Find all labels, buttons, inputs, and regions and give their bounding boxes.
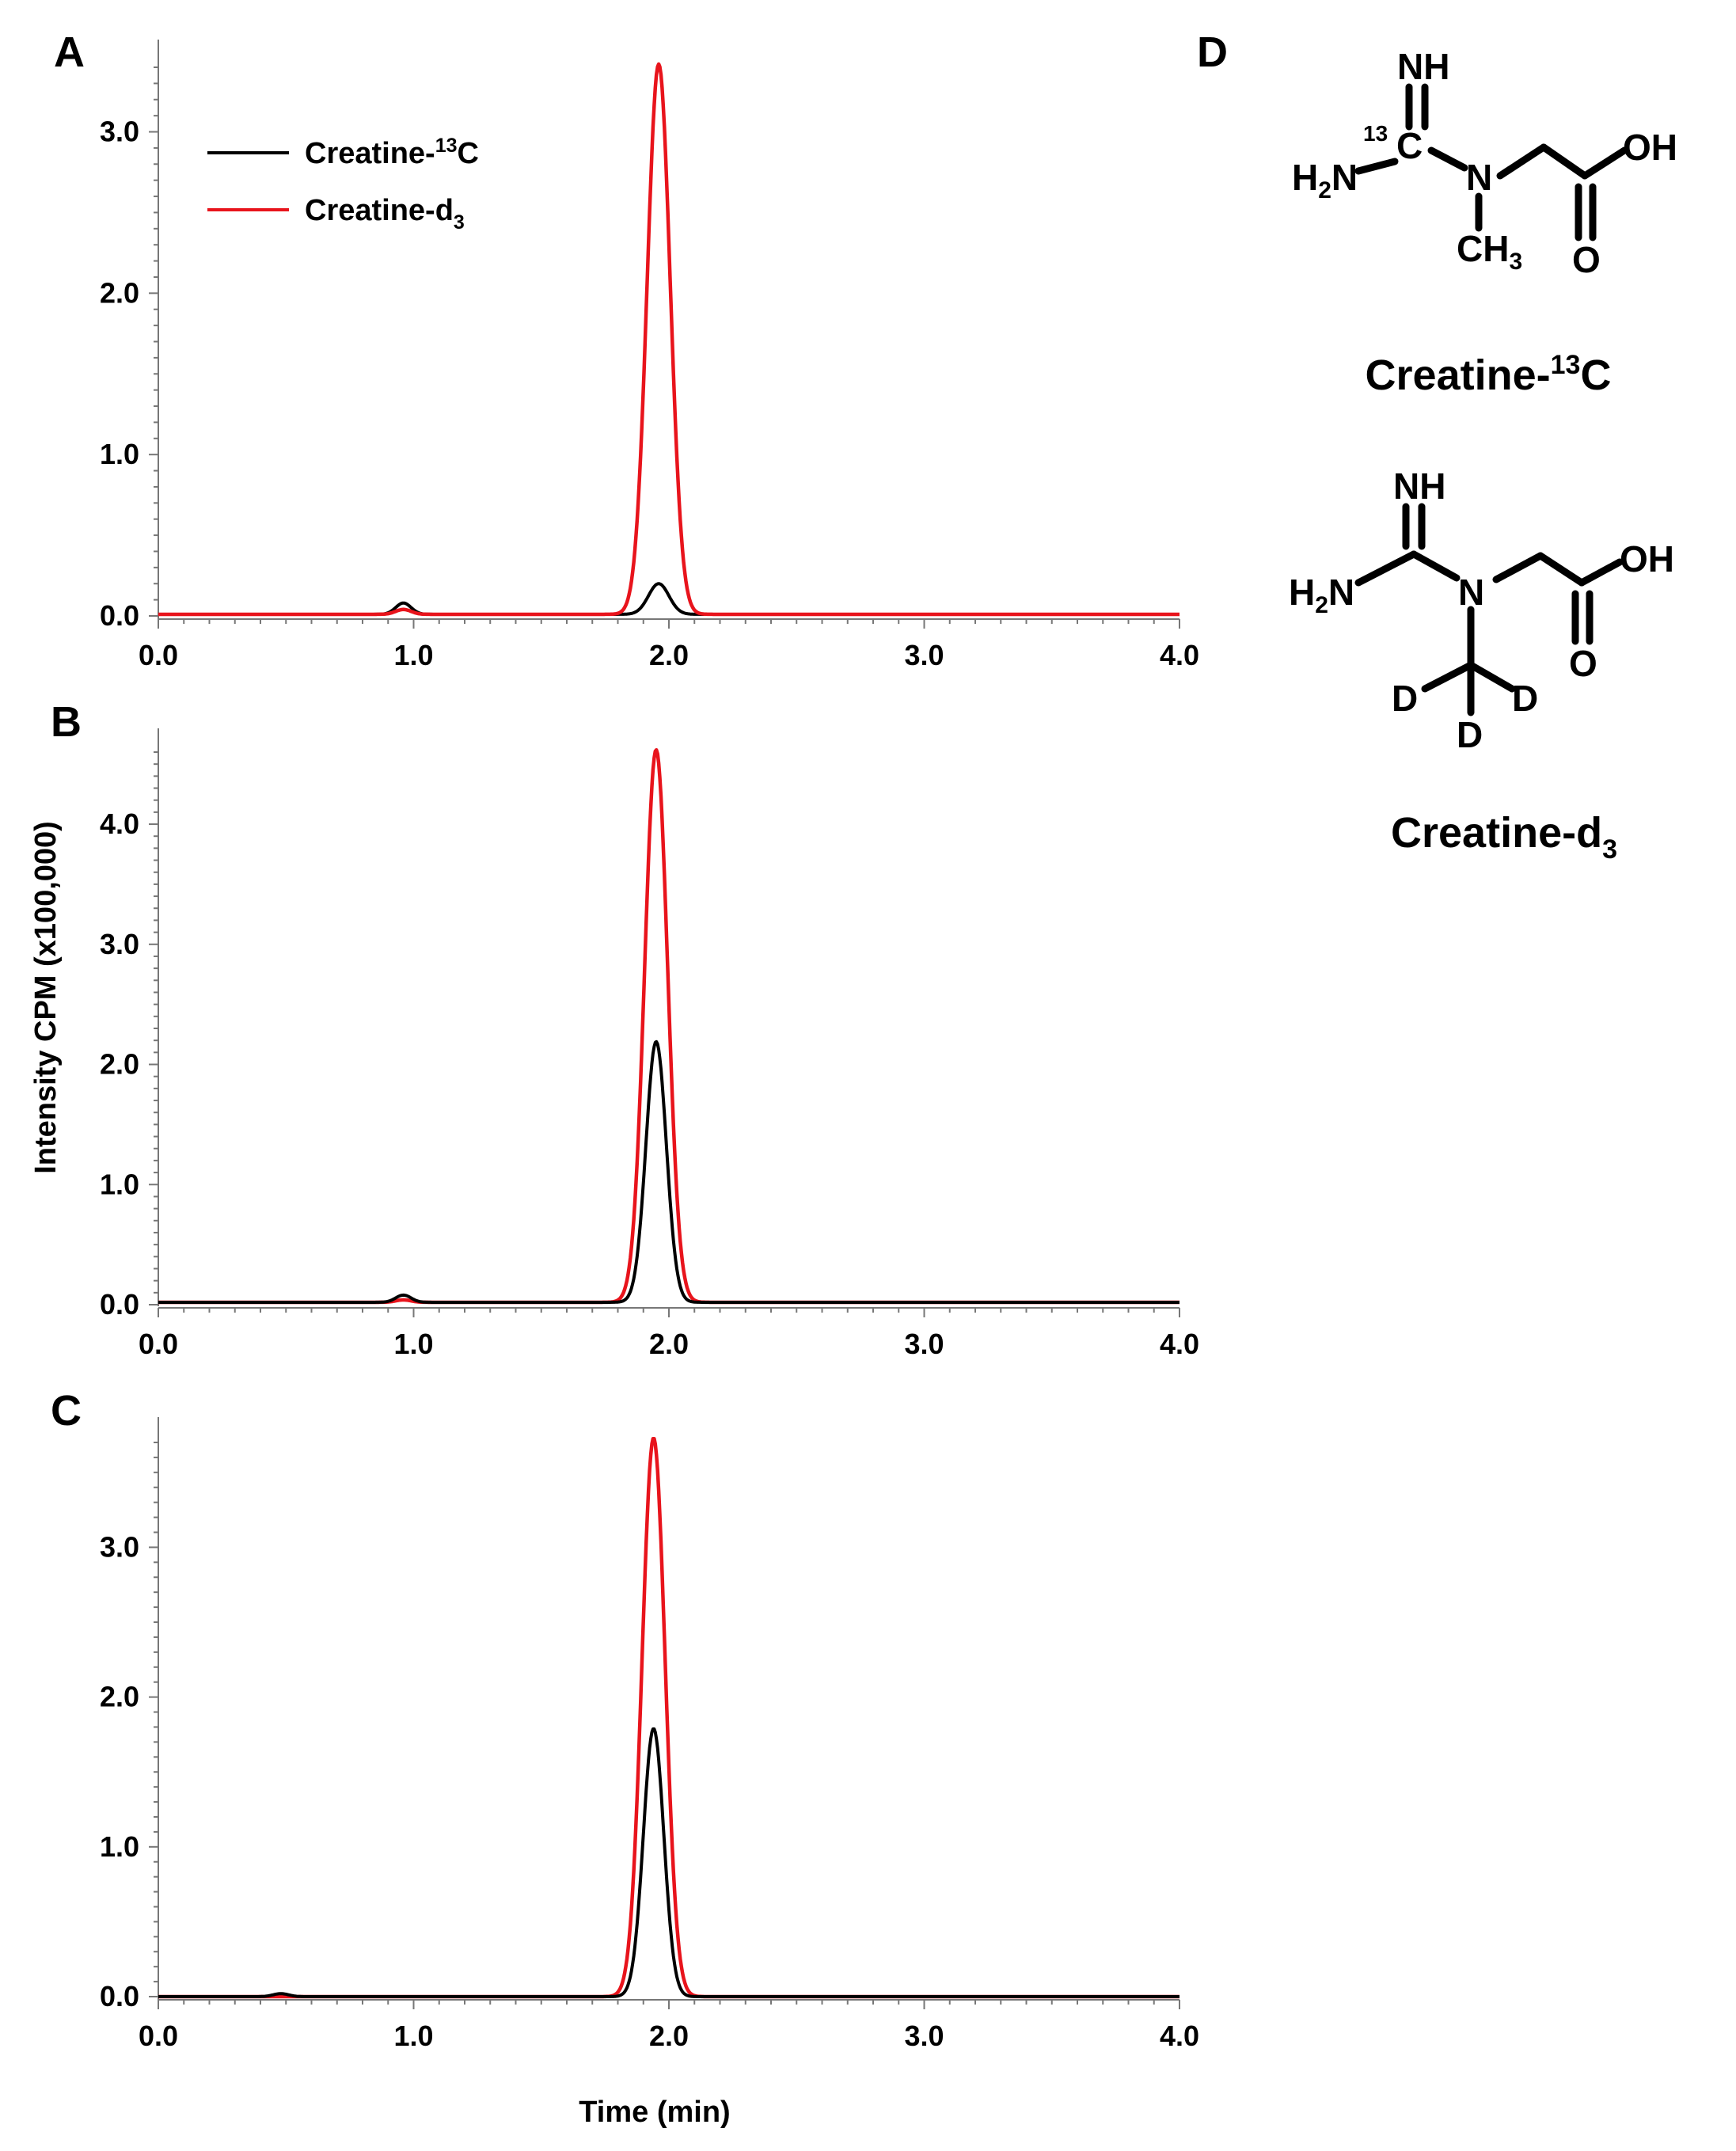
atom-o-13c: O xyxy=(1572,239,1601,280)
x-tick-label: 3.0 xyxy=(904,639,944,671)
series-line-creatine-13c xyxy=(158,582,1180,616)
y-tick-label: 1.0 xyxy=(100,1168,139,1200)
x-tick-label: 2.0 xyxy=(649,1328,689,1360)
structure-creatine-d3: NH H2N N OH O D D D Creatine-d3 xyxy=(1289,466,1674,865)
x-tick-label: 4.0 xyxy=(1160,639,1199,671)
x-tick-label: 1.0 xyxy=(393,2020,433,2052)
x-tick-label: 1.0 xyxy=(393,1328,433,1360)
panel-label-b: B xyxy=(51,698,82,746)
panel-label-d: D xyxy=(1197,29,1228,76)
label-creatine-d3: Creatine-d3 xyxy=(1391,809,1617,865)
chromatogram-b: 0.0 1.0 2.0 3.0 4.0 0.0 1.0 2.0 3.0 4.0 xyxy=(100,728,1199,1360)
series-line-creatine-d3 xyxy=(158,62,1180,617)
legend: Creatine-13C Creatine-d3 xyxy=(207,135,479,234)
atom-deuterium-left: D xyxy=(1392,678,1418,719)
x-tick-label: 3.0 xyxy=(904,2020,944,2052)
chromatogram-a: 0.0 1.0 2.0 3.0 0.0 1.0 2.0 3.0 4.0 xyxy=(100,40,1199,671)
series-line-creatine-13c xyxy=(158,1727,1180,1998)
y-tick-label: 0.0 xyxy=(100,599,139,632)
panel-label-a: A xyxy=(54,29,85,76)
atom-o-d3: O xyxy=(1569,643,1597,684)
atom-methyl-13c: CH3 xyxy=(1457,228,1522,275)
atom-deuterium-bottom: D xyxy=(1457,714,1483,755)
y-tick-label: 4.0 xyxy=(100,808,139,840)
y-tick-label: 0.0 xyxy=(100,1980,139,2012)
panel-label-c: C xyxy=(51,1387,82,1435)
x-tick-label: 3.0 xyxy=(904,1328,944,1360)
atom-carbon-13c: C xyxy=(1396,125,1423,166)
label-creatine-13c: Creatine-13C xyxy=(1366,350,1612,399)
structure-creatine-13c: NH 13 C H2N N CH3 OH O Creatine-13C xyxy=(1292,46,1677,399)
y-tick-label: 0.0 xyxy=(100,1288,139,1321)
legend-label-black: Creatine-13C xyxy=(305,135,479,170)
y-tick-label: 3.0 xyxy=(100,116,139,148)
x-axis-title: Time (min) xyxy=(579,2096,730,2129)
atom-imine-13c: NH xyxy=(1397,46,1449,87)
x-tick-label: 0.0 xyxy=(139,639,178,671)
y-tick-label: 1.0 xyxy=(100,1830,139,1863)
legend-label-red: Creatine-d3 xyxy=(305,194,465,234)
y-tick-label: 1.0 xyxy=(100,438,139,470)
x-tick-label: 0.0 xyxy=(139,2020,178,2052)
atom-amine-13c: H2N xyxy=(1292,157,1358,203)
atom-amine-d3: H2N xyxy=(1289,572,1354,618)
series-line-creatine-13c xyxy=(158,1039,1180,1304)
series-line-creatine-d3 xyxy=(158,747,1180,1305)
atom-isotope-label: 13 xyxy=(1363,121,1388,146)
x-tick-label: 2.0 xyxy=(649,639,689,671)
x-tick-label: 4.0 xyxy=(1160,1328,1199,1360)
x-tick-label: 4.0 xyxy=(1160,2020,1199,2052)
y-tick-label: 3.0 xyxy=(100,1530,139,1563)
atom-n-d3: N xyxy=(1458,572,1484,613)
atom-imine-d3: NH xyxy=(1393,466,1445,507)
y-tick-label: 3.0 xyxy=(100,928,139,960)
atom-n-13c: N xyxy=(1466,157,1492,198)
x-tick-label: 0.0 xyxy=(139,1328,178,1360)
atom-oh-13c: OH xyxy=(1623,127,1677,168)
y-tick-label: 2.0 xyxy=(100,276,139,309)
chromatogram-c: 0.0 1.0 2.0 3.0 0.0 1.0 2.0 3.0 4.0 xyxy=(100,1417,1199,2052)
x-tick-label: 2.0 xyxy=(649,2020,689,2052)
x-tick-label: 1.0 xyxy=(393,639,433,671)
y-tick-label: 2.0 xyxy=(100,1048,139,1081)
atom-deuterium-right: D xyxy=(1512,678,1538,719)
y-axis-title: Intensity CPM (x100,000) xyxy=(29,821,63,1174)
y-tick-label: 2.0 xyxy=(100,1681,139,1713)
atom-oh-d3: OH xyxy=(1620,538,1674,580)
